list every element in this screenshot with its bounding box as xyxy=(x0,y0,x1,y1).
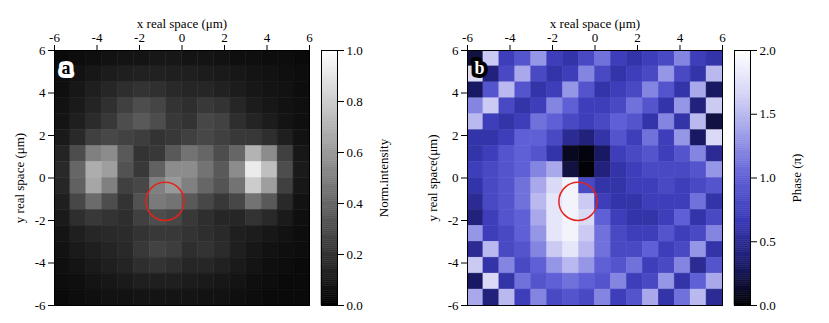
svg-text:x real space (μm): x real space (μm) xyxy=(137,16,227,31)
svg-text:2: 2 xyxy=(634,30,641,45)
svg-text:4: 4 xyxy=(677,30,684,45)
svg-text:a: a xyxy=(62,58,71,78)
svg-text:-2: -2 xyxy=(547,30,558,45)
svg-text:-2: -2 xyxy=(35,213,46,228)
svg-text:1.0: 1.0 xyxy=(760,170,776,185)
svg-text:-2: -2 xyxy=(134,30,145,45)
svg-text:0.5: 0.5 xyxy=(760,234,776,249)
svg-text:4: 4 xyxy=(39,85,46,100)
svg-text:0.2: 0.2 xyxy=(347,247,363,262)
svg-text:2: 2 xyxy=(39,128,46,143)
svg-text:4: 4 xyxy=(264,30,271,45)
svg-text:-4: -4 xyxy=(448,255,459,270)
svg-text:-4: -4 xyxy=(35,255,46,270)
svg-text:b: b xyxy=(475,58,485,78)
svg-text:-2: -2 xyxy=(448,213,459,228)
svg-text:-6: -6 xyxy=(35,298,46,313)
svg-text:0.0: 0.0 xyxy=(347,298,363,313)
svg-text:-4: -4 xyxy=(92,30,103,45)
svg-text:4: 4 xyxy=(452,85,459,100)
svg-text:0: 0 xyxy=(179,30,186,45)
svg-text:y real space(μm): y real space(μm) xyxy=(425,134,440,221)
svg-text:-6: -6 xyxy=(448,298,459,313)
svg-text:0.6: 0.6 xyxy=(347,145,364,160)
svg-text:6: 6 xyxy=(39,43,46,58)
svg-text:0: 0 xyxy=(39,170,46,185)
svg-text:Norm.intensity: Norm.intensity xyxy=(376,138,391,217)
svg-text:Phase (π): Phase (π) xyxy=(789,154,804,203)
svg-text:-6: -6 xyxy=(462,30,473,45)
svg-text:x real space (μm): x real space (μm) xyxy=(550,16,640,31)
svg-text:y real space (μm): y real space (μm) xyxy=(12,133,27,223)
svg-text:0.4: 0.4 xyxy=(347,196,364,211)
svg-text:6: 6 xyxy=(306,30,313,45)
svg-text:0: 0 xyxy=(452,170,459,185)
svg-text:6: 6 xyxy=(719,30,726,45)
svg-text:-6: -6 xyxy=(49,30,60,45)
svg-text:2.0: 2.0 xyxy=(760,43,776,58)
svg-text:1.0: 1.0 xyxy=(347,43,363,58)
svg-text:6: 6 xyxy=(452,43,459,58)
svg-text:-4: -4 xyxy=(505,30,516,45)
svg-text:0.0: 0.0 xyxy=(760,298,776,313)
svg-text:2: 2 xyxy=(452,128,459,143)
svg-text:0: 0 xyxy=(592,30,599,45)
svg-text:0.8: 0.8 xyxy=(347,94,363,109)
svg-text:1.5: 1.5 xyxy=(760,106,776,121)
svg-text:2: 2 xyxy=(221,30,228,45)
